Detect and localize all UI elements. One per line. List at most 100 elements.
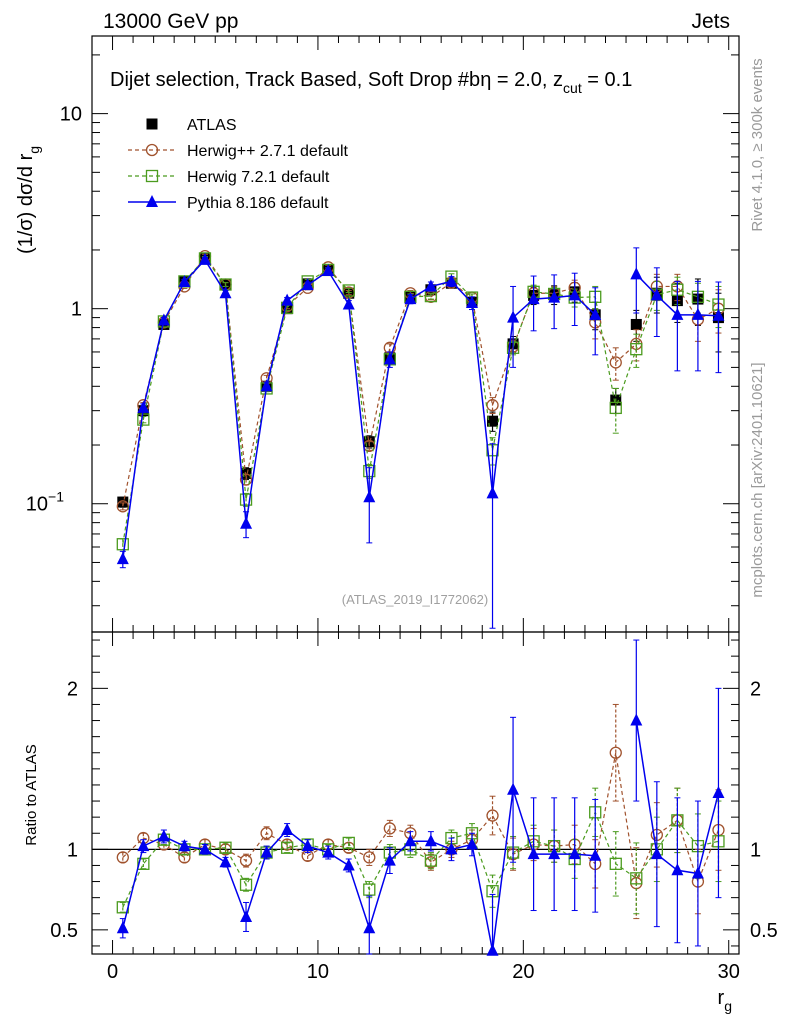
- main-point-pythia-8-186-default: [404, 292, 417, 305]
- ratio-point-pythia-8-186-default: [404, 834, 417, 847]
- main-point-pythia-8-186-default: [363, 490, 376, 503]
- x-tick-label: 0: [107, 961, 118, 983]
- x-tick-label: 30: [718, 961, 740, 983]
- main-point-pythia-8-186-default: [507, 310, 520, 323]
- legend-label: ATLAS: [187, 117, 237, 134]
- main-point-pythia-8-186-default: [548, 290, 561, 303]
- ratio-point-pythia-8-186-default: [486, 943, 499, 956]
- ratio-point-pythia-8-186-default: [445, 842, 458, 855]
- ratio-point-pythia-8-186-default: [465, 837, 478, 850]
- ratio-point-pythia-8-186-default: [568, 847, 581, 860]
- main-point-atlas: [630, 318, 642, 330]
- ratio-point-pythia-8-186-default: [548, 847, 561, 860]
- y-tick-label: 1: [71, 299, 82, 321]
- ratio-point-pythia-8-186-default: [691, 866, 704, 879]
- ratio-y-tick-label: 0.5: [50, 920, 78, 942]
- legend-label: Herwig 7.2.1 default: [187, 169, 330, 186]
- ratio-point-pythia-8-186-default: [240, 909, 253, 922]
- main-point-herwig-7-2-1-default: [630, 343, 643, 356]
- ratio-point-herwig-7-2-1-default: [424, 854, 438, 867]
- ratio-point-herwigpp-2-7-1-default: [363, 851, 376, 864]
- main-point-pythia-8-186-default: [568, 288, 581, 301]
- chart-title-end: = 0.1: [582, 69, 633, 91]
- ratio-point-pythia-8-186-default: [301, 839, 314, 852]
- main-point-herwigpp-2-7-1-default: [116, 500, 129, 513]
- ratio-point-herwig-7-2-1-default: [239, 878, 253, 891]
- ratio-point-pythia-8-186-default: [712, 786, 725, 798]
- ratio-series-line: [122, 789, 596, 951]
- main-point-pythia-8-186-default: [322, 264, 335, 277]
- main-point-atlas: [117, 496, 129, 508]
- ratio-point-pythia-8-186-default: [424, 834, 437, 847]
- ratio-point-pythia-8-186-default: [137, 839, 150, 852]
- main-series-layer: [116, 247, 725, 629]
- main-series-line: [122, 258, 596, 560]
- chart-title-main: Dijet selection, Track Based, Soft Drop …: [110, 69, 480, 91]
- ratio-point-herwig-7-2-1-default: [280, 841, 294, 854]
- main-point-pythia-8-186-default: [465, 295, 478, 308]
- chart-title-cut-subscript: cut: [563, 80, 582, 96]
- main-point-pythia-8-186-default: [445, 274, 458, 287]
- legend-item-herwigpp-2-7-1-default: Herwig++ 2.7.1 default: [128, 143, 349, 160]
- ratio-point-herwig-7-2-1-default: [342, 836, 355, 850]
- main-point-herwig-7-2-1-default: [609, 401, 622, 415]
- ratio-y-tick-label: 1: [67, 839, 78, 861]
- main-point-pythia-8-186-default: [260, 379, 273, 392]
- y-tick-label: 10: [60, 104, 82, 126]
- main-y-axis-label: (1/σ) dσ/d rg: [15, 146, 42, 254]
- ratio-point-herwigpp-2-7-1-default: [116, 851, 129, 864]
- ratio-point-pythia-8-186-default: [363, 921, 376, 934]
- main-point-herwig-7-2-1-default: [116, 538, 129, 551]
- main-point-pythia-8-186-default: [116, 552, 129, 565]
- legend: ATLAS Herwig++ 2.7.1 default Herwig 7.2.1 …: [128, 117, 349, 212]
- main-point-pythia-8-186-default: [712, 308, 725, 321]
- ratio-point-pythia-8-186-default: [527, 847, 540, 860]
- main-point-pythia-8-186-default: [486, 486, 499, 499]
- main-point-pythia-8-186-default: [671, 307, 684, 320]
- main-point-pythia-8-186-default: [589, 307, 602, 320]
- main-point-herwigpp-2-7-1-default: [609, 356, 622, 369]
- ratio-y-tick-label-right: 0.5: [750, 920, 778, 942]
- y-tick-label: 10−1: [26, 489, 64, 516]
- ratio-point-herwigpp-2-7-1-default: [260, 827, 273, 840]
- main-point-pythia-8-186-default: [198, 252, 211, 265]
- main-point-pythia-8-186-default: [178, 275, 191, 288]
- main-series-herwigpp-2-7-1-default: [116, 249, 725, 513]
- x-tick-label: 10: [307, 961, 329, 983]
- header-energy-label: 13000 GeV pp: [103, 10, 238, 33]
- ratio-point-herwigpp-2-7-1-default: [239, 854, 253, 867]
- main-point-herwig-7-2-1-default: [342, 284, 355, 297]
- main-series-line: [122, 257, 719, 545]
- ratio-point-pythia-8-186-default: [650, 847, 663, 860]
- ratio-point-herwig-7-2-1-default: [219, 841, 232, 854]
- ratio-series-herwigpp-2-7-1-default: [116, 703, 725, 920]
- ratio-point-pythia-8-186-default: [198, 842, 211, 855]
- ratio-point-herwig-7-2-1-default: [609, 857, 622, 870]
- ratio-series-line: [122, 752, 720, 886]
- legend-marker: [146, 195, 158, 207]
- main-point-pythia-8-186-default: [281, 293, 294, 306]
- ratio-series-line: [122, 810, 719, 908]
- legend-label: Herwig++ 2.7.1 default: [187, 143, 349, 160]
- ratio-point-pythia-8-186-default: [589, 848, 602, 861]
- main-point-pythia-8-186-default: [157, 313, 170, 326]
- ratio-point-herwig-7-2-1-default: [630, 872, 643, 885]
- main-y-axis-label-subscript: g: [26, 146, 42, 154]
- main-point-pythia-8-186-default: [424, 279, 437, 292]
- ratio-point-herwigpp-2-7-1-default: [383, 822, 396, 835]
- x-tick-label: 20: [512, 961, 534, 983]
- main-series-atlas: [117, 253, 724, 508]
- main-point-pythia-8-186-default: [527, 292, 540, 305]
- x-axis-label: rg: [718, 987, 732, 1014]
- main-y-axis-label-text: (1/σ) dσ/d r: [15, 153, 37, 254]
- main-point-pythia-8-186-default: [383, 352, 396, 365]
- ratio-point-pythia-8-186-default: [322, 845, 335, 858]
- x-axis-label-subscript: g: [724, 998, 732, 1014]
- main-point-herwig-7-2-1-default: [137, 413, 150, 426]
- ratio-series-layer: [116, 639, 725, 956]
- ratio-point-herwigpp-2-7-1-default: [609, 746, 622, 759]
- legend-label: Pythia 8.186 default: [187, 195, 329, 212]
- ratio-point-pythia-8-186-default: [157, 829, 170, 842]
- ratio-point-pythia-8-186-default: [507, 782, 520, 795]
